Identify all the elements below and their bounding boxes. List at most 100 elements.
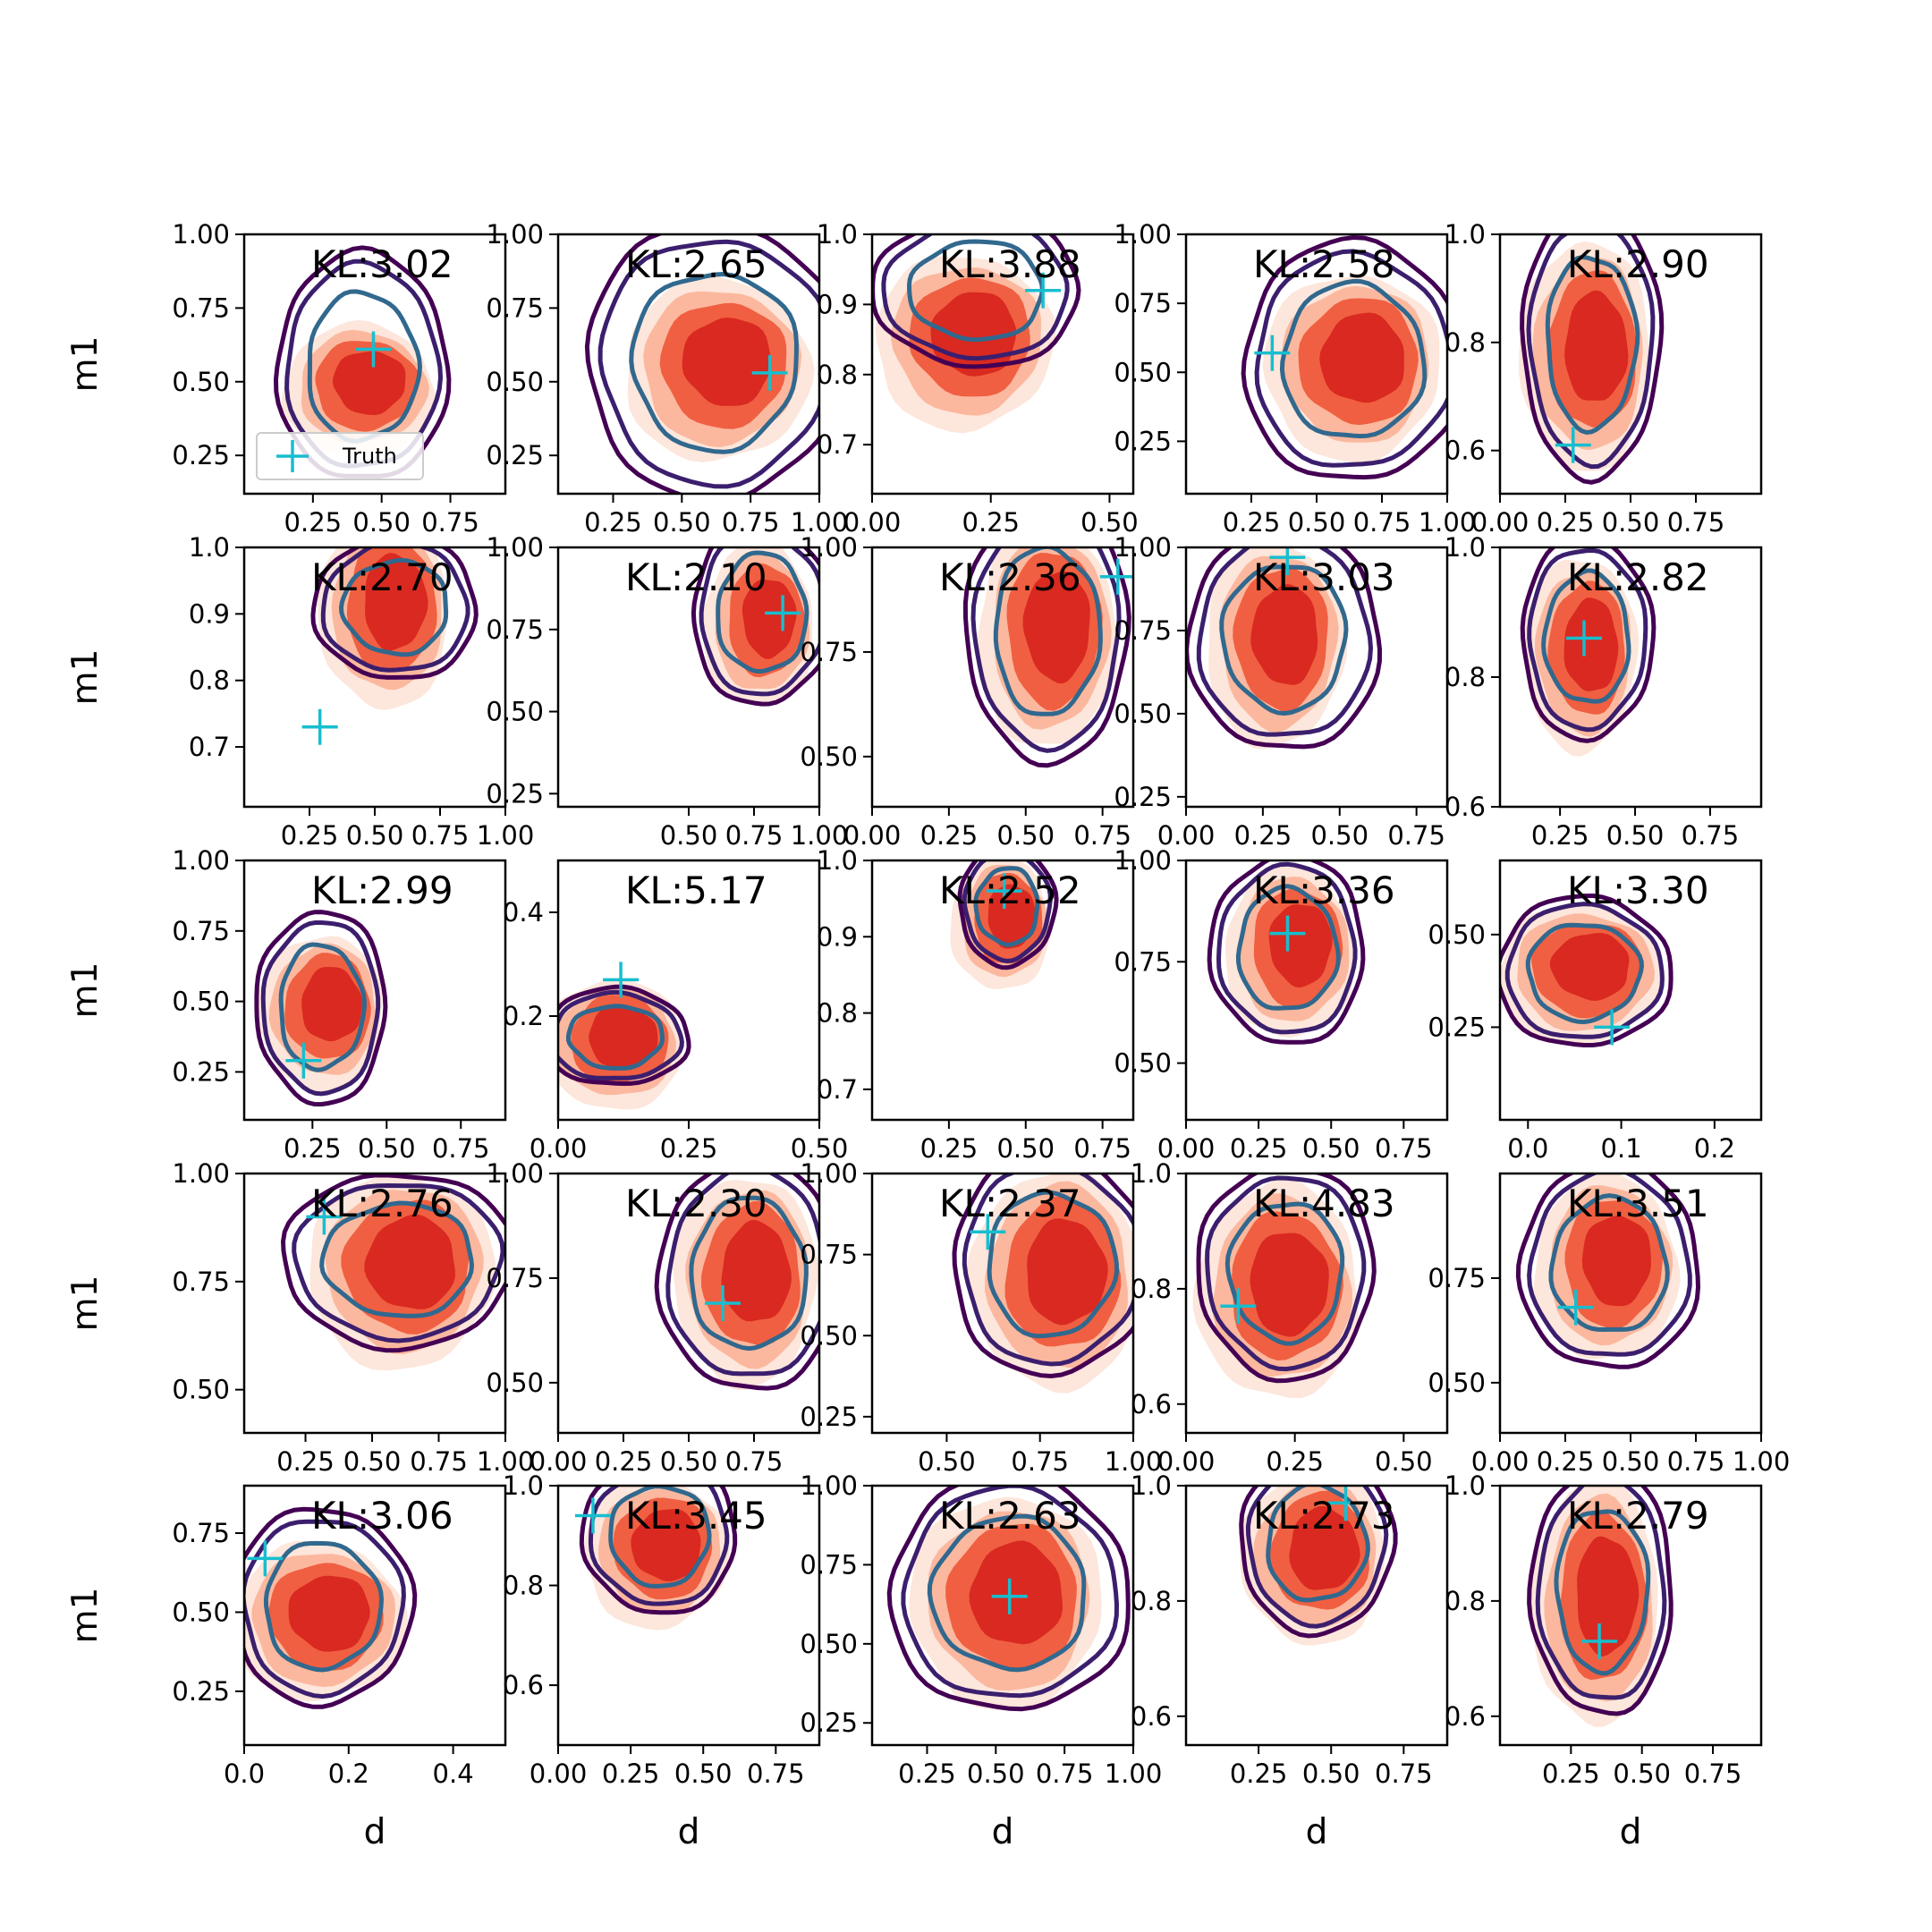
contour-mid [588, 1486, 730, 1606]
truth-marker [355, 331, 392, 368]
y-tick-label: 0.25 [486, 440, 544, 470]
truth-marker [603, 962, 640, 998]
y-tick-label: 0.9 [817, 289, 858, 319]
density-level-3 [332, 351, 406, 416]
y-tick-label: 0.25 [1114, 426, 1172, 456]
contour-outer [886, 1486, 1131, 1712]
contour-outer [1239, 1486, 1398, 1639]
subplot-r3c0: 0.25 0.50 0.75 1.00 0.50 0.75 1.00 KL:2.76 m1 [65, 1158, 534, 1477]
x-tick-label: 0.50 [1302, 1133, 1360, 1164]
y-tick-label: 0.8 [189, 665, 230, 696]
axes-frame [556, 233, 821, 496]
x-tick-label: 0.50 [1288, 507, 1346, 538]
density-level-3 [1027, 1218, 1108, 1326]
x-tick-label: 0.75 [1387, 820, 1445, 851]
x-tick-label: 0.75 [1036, 1758, 1094, 1789]
kl-annotation: KL:2.58 [1253, 242, 1395, 286]
x-tick-label: 1.00 [1733, 1446, 1791, 1477]
x-tick-label: 0.25 [284, 1133, 342, 1164]
x-tick-label: 0.75 [421, 507, 479, 538]
contour-inner [927, 1513, 1087, 1673]
x-tick-label: 0.75 [1684, 1758, 1742, 1789]
plot-area [280, 1174, 505, 1371]
plot-area [654, 1174, 819, 1391]
x-tick-label: 0.00 [1157, 1133, 1216, 1164]
y-tick-label: 0.75 [800, 1549, 858, 1580]
kl-annotation: KL:3.45 [625, 1494, 767, 1538]
subplot-r4c4: 0.25 0.50 0.75 0.6 0.8 1.0 KL:2.79 d [1445, 1470, 1763, 1852]
contour-mid [1527, 1174, 1692, 1357]
subplot-r4c1: 0.00 0.25 0.50 0.75 0.6 0.8 1.0 KL:3.45 d [503, 1470, 821, 1852]
legend: Truth [256, 432, 424, 480]
x-tick-label: 0.75 [1667, 507, 1725, 538]
x-tick-label: 0.25 [284, 507, 343, 538]
y-tick-label: 0.50 [172, 987, 230, 1017]
contour-inner [987, 1190, 1120, 1339]
plot-area [1520, 547, 1657, 757]
y-tick-label: 1.00 [800, 1158, 858, 1189]
x-tick-label: 0.25 [660, 1133, 718, 1164]
y-tick-label: 0.2 [503, 1001, 544, 1031]
x-tick-label: 0.50 [791, 1133, 849, 1164]
kl-annotation: KL:3.06 [311, 1494, 453, 1538]
x-tick-label: 0.75 [722, 507, 780, 538]
contour-outer [962, 547, 1131, 768]
legend-label: Truth [342, 444, 397, 469]
y-tick-label: 0.8 [1445, 327, 1486, 358]
contour-inner [1548, 1193, 1670, 1333]
y-tick-label: 1.00 [172, 219, 230, 250]
axes-frame [1184, 859, 1449, 1122]
kl-annotation: KL:2.65 [625, 242, 767, 286]
x-tick-label: 0.75 [1682, 820, 1740, 851]
x-tick-label: 0.50 [660, 1446, 718, 1477]
plot-area [1519, 234, 1665, 485]
y-tick-label: 0.8 [1445, 662, 1486, 692]
x-tick-label: 0.2 [328, 1758, 369, 1789]
y-tick-label: 0.75 [800, 1240, 858, 1270]
y-tick-label: 0.75 [1114, 615, 1172, 646]
axes-frame [870, 1484, 1135, 1747]
y-tick-label: 0.25 [172, 1676, 230, 1707]
x-tick-label: 0.25 [920, 820, 979, 851]
y-tick-label: 1.00 [800, 532, 858, 563]
x-tick-label: 0.25 [276, 1446, 335, 1477]
y-tick-label: 0.50 [486, 697, 544, 727]
y-tick-label: 0.8 [1131, 1274, 1172, 1304]
x-tick-label: 0.50 [1310, 820, 1368, 851]
subplot-r4c3: 0.25 0.50 0.75 0.6 0.8 1.0 KL:2.73 d [1131, 1470, 1449, 1852]
y-tick-label: 0.6 [1445, 1701, 1486, 1732]
x-tick-label: 0.00 [1471, 1446, 1530, 1477]
kl-annotation: KL:2.73 [1253, 1494, 1395, 1538]
x-tick-label: 0.50 [346, 820, 404, 851]
x-tick-label: 0.00 [530, 1446, 588, 1477]
density-level-3 [1577, 1536, 1640, 1657]
x-tick-label: 0.00 [1157, 820, 1216, 851]
x-tick-label: 1.00 [1419, 507, 1477, 538]
x-tick-label: 0.50 [343, 1446, 402, 1477]
x-tick-label: 1.00 [791, 507, 849, 538]
density-level-3 [365, 553, 428, 651]
x-tick-label: 0.25 [595, 1446, 653, 1477]
y-tick-label: 0.6 [1445, 792, 1486, 822]
subplot-r4c0: 0.0 0.2 0.4 0.25 0.50 0.75 KL:3.06 m1 d [65, 1484, 507, 1852]
plot-area [1241, 234, 1447, 480]
contour-mid [1216, 861, 1358, 1035]
y-tick-label: 0.25 [486, 778, 544, 809]
y-tick-label: 1.0 [1131, 1158, 1172, 1189]
y-tick-label: 0.6 [503, 1670, 544, 1700]
y-tick-label: 1.00 [1114, 532, 1172, 563]
truth-marker [1557, 1289, 1594, 1326]
truth-marker [1565, 620, 1602, 657]
truth-marker [1327, 1486, 1364, 1521]
x-axis-label: d [678, 1812, 700, 1852]
axes-frame [1184, 546, 1449, 809]
y-tick-label: 0.8 [1131, 1586, 1172, 1616]
kl-annotation: KL:5.17 [625, 869, 767, 912]
contour-outer [1500, 893, 1674, 1047]
x-tick-label: 0.25 [962, 507, 1020, 538]
axes-frame [1184, 1172, 1449, 1435]
legend-truth-marker [276, 440, 309, 472]
x-tick-label: 0.75 [1073, 820, 1131, 851]
subplot-r4c2: 0.25 0.50 0.75 1.00 0.25 0.50 0.75 1.00 KL:2.63 d [800, 1470, 1162, 1852]
